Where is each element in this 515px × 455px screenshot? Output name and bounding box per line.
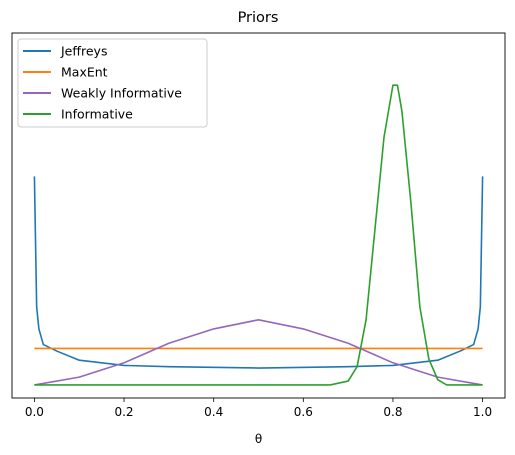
x-tick-label: 1.0 [473, 405, 492, 419]
chart-title: Priors [238, 10, 279, 26]
x-tick-label: 0.0 [25, 405, 44, 419]
x-axis-label: θ [255, 432, 262, 446]
x-tick-label: 0.6 [294, 405, 313, 419]
plot-frame [11, 32, 506, 399]
x-tick-label: 0.8 [383, 405, 402, 419]
legend-label: Jeffreys [60, 44, 107, 59]
legend-label: Weakly Informative [61, 86, 182, 101]
x-tick-label: 0.2 [114, 405, 133, 419]
legend-label: Informative [61, 107, 133, 122]
legend: Jeffreys MaxEnt Weakly Informative Informat… [17, 38, 208, 128]
series-line-jeffreys [33, 176, 484, 369]
legend-box [17, 38, 208, 128]
series-group [33, 84, 484, 386]
series-line-weakly-informative [34, 318, 483, 386]
x-tick-label: 0.4 [204, 405, 223, 419]
series-line-informative [34, 84, 483, 386]
legend-label: MaxEnt [61, 65, 108, 80]
x-ticks: 0.0 0.2 0.4 0.6 0.8 1.0 [25, 398, 492, 419]
